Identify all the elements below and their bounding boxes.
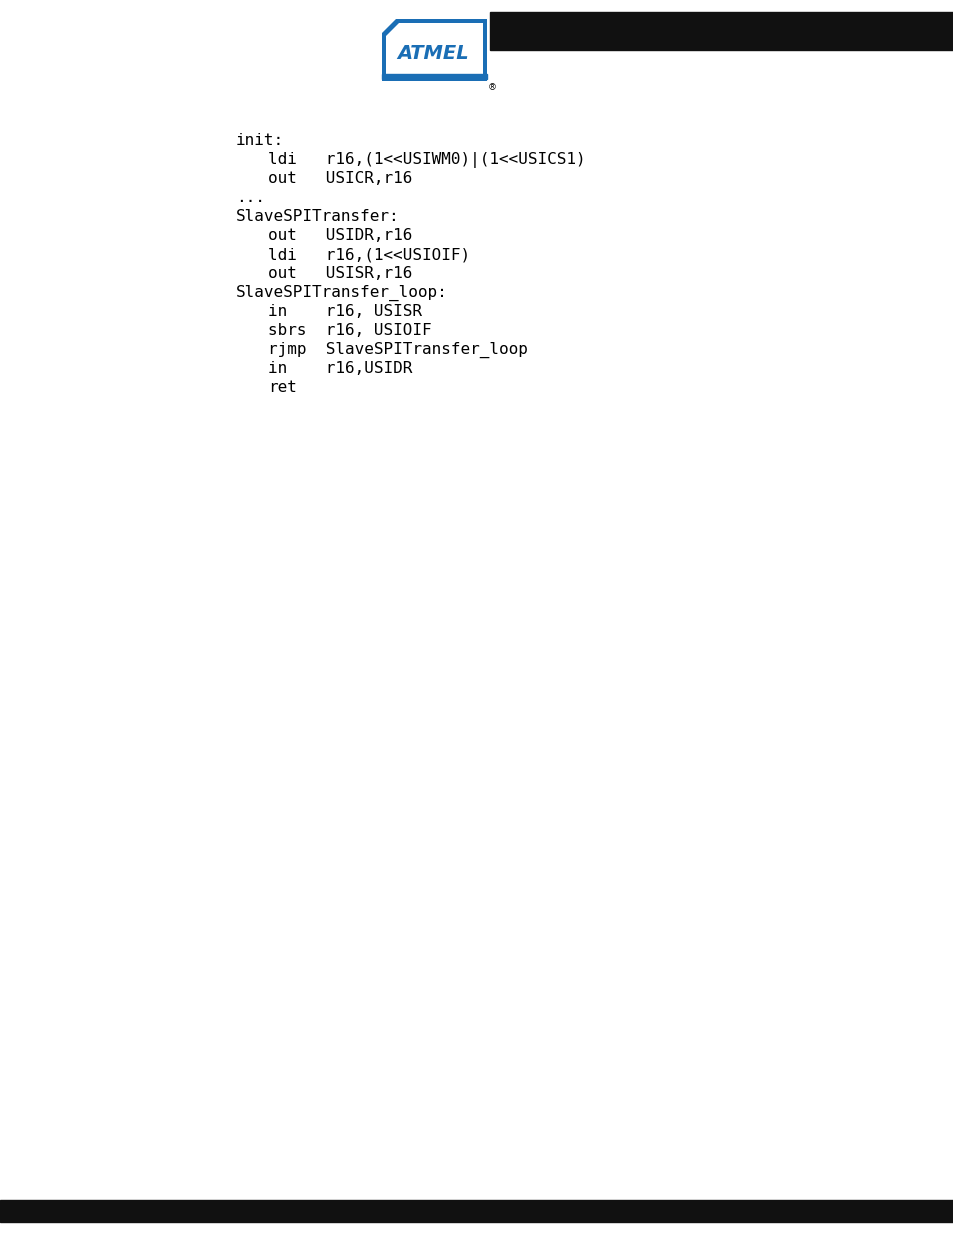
Bar [0, 1200, 953, 1221]
Bar [490, 12, 953, 49]
Text: out   USICR,r16: out USICR,r16 [268, 170, 412, 186]
Text: ATMEL: ATMEL [396, 43, 468, 63]
Text: ldi   r16,(1<<USIOIF): ldi r16,(1<<USIOIF) [268, 247, 470, 262]
Text: init:: init: [235, 133, 284, 148]
Text: ...: ... [235, 190, 265, 205]
Bar [382, 74, 487, 79]
Text: out   USIDR,r16: out USIDR,r16 [268, 228, 412, 243]
Text: in    r16,USIDR: in r16,USIDR [268, 361, 412, 375]
Text: SlaveSPITransfer_loop:: SlaveSPITransfer_loop: [235, 285, 447, 301]
Text: rjmp  SlaveSPITransfer_loop: rjmp SlaveSPITransfer_loop [268, 342, 527, 358]
Text: in    r16, USISR: in r16, USISR [268, 304, 421, 319]
Text: ®: ® [488, 83, 497, 91]
Text: ret: ret [268, 380, 296, 395]
Text: SlaveSPITransfer:: SlaveSPITransfer: [235, 209, 399, 224]
Text: sbrs  r16, USIOIF: sbrs r16, USIOIF [268, 324, 431, 338]
Text: out   USISR,r16: out USISR,r16 [268, 266, 412, 282]
Polygon shape [386, 23, 483, 77]
Text: ldi   r16,(1<<USIWM0)|(1<<USICS1): ldi r16,(1<<USIWM0)|(1<<USICS1) [268, 152, 585, 168]
Polygon shape [382, 19, 487, 82]
